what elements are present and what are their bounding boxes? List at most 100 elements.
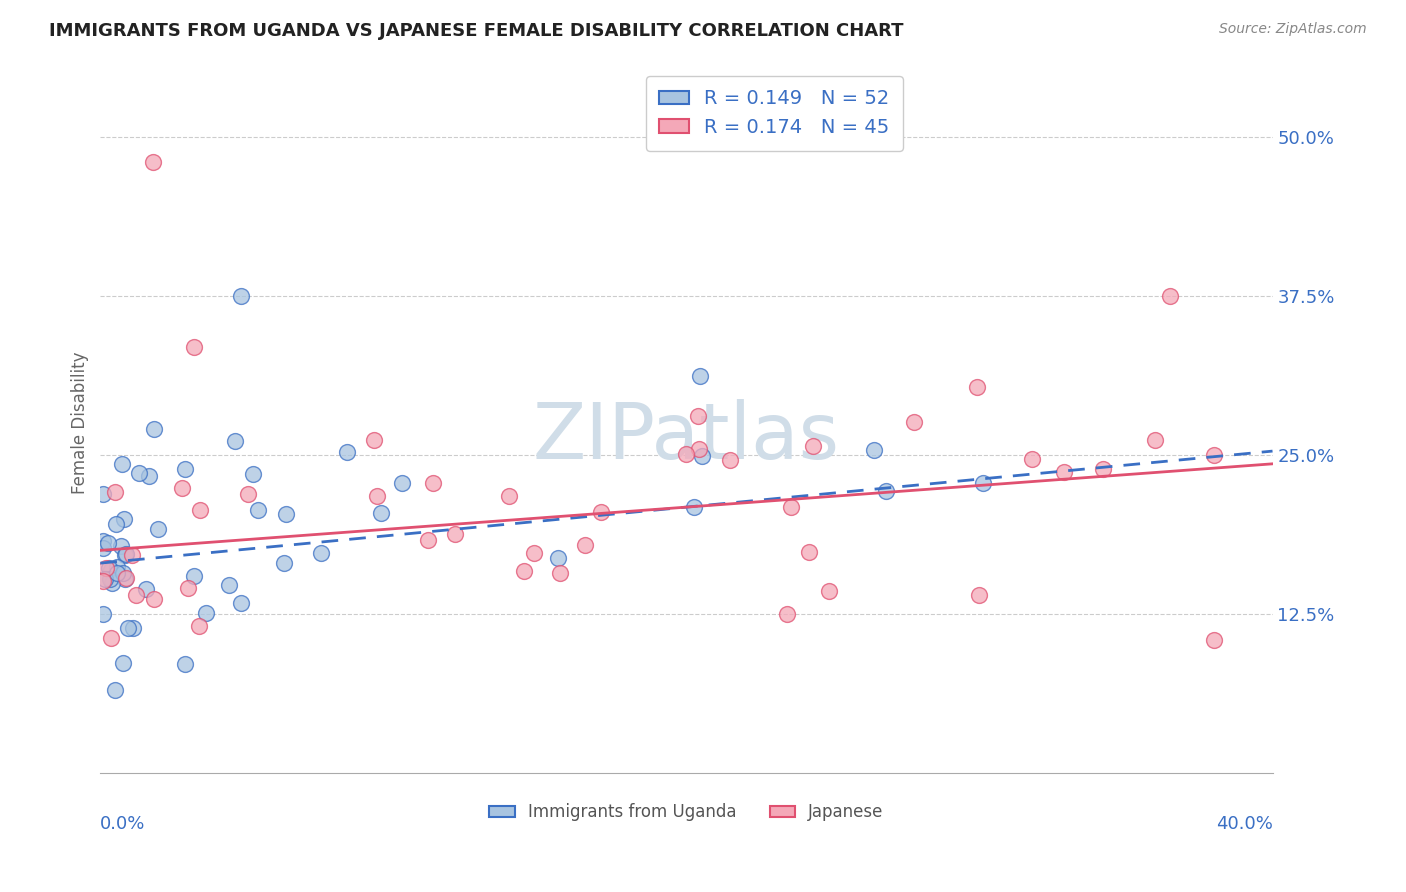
Point <box>513 564 536 578</box>
Point <box>550 566 572 581</box>
Point <box>683 500 706 514</box>
Text: IMMIGRANTS FROM UGANDA VS JAPANESE FEMALE DISABILITY CORRELATION CHART: IMMIGRANTS FROM UGANDA VS JAPANESE FEMAL… <box>49 22 904 40</box>
Point <box>121 548 143 562</box>
Point <box>972 476 994 491</box>
Point <box>121 622 143 636</box>
Point <box>498 489 520 503</box>
Point <box>801 439 824 453</box>
Point <box>862 443 884 458</box>
Y-axis label: Female Disability: Female Disability <box>72 351 89 494</box>
Legend: Immigrants from Uganda, Japanese: Immigrants from Uganda, Japanese <box>482 797 890 828</box>
Point <box>111 566 134 581</box>
Point <box>218 577 240 591</box>
Point <box>138 469 160 483</box>
Point <box>135 582 157 596</box>
Point <box>96 561 118 575</box>
Point <box>112 656 135 670</box>
Point <box>105 517 128 532</box>
Point <box>104 683 127 698</box>
Point <box>236 486 259 500</box>
Point <box>173 657 195 672</box>
Point <box>91 533 114 548</box>
Point <box>146 522 169 536</box>
Text: ZIPatlas: ZIPatlas <box>533 399 839 475</box>
Point <box>91 607 114 621</box>
Point <box>91 574 114 588</box>
Point <box>97 536 120 550</box>
Point <box>1091 461 1114 475</box>
Point <box>100 563 122 577</box>
Point <box>104 485 127 500</box>
Point <box>589 505 612 519</box>
Point <box>363 433 385 447</box>
Point <box>688 409 710 423</box>
Point <box>903 416 925 430</box>
Point <box>273 556 295 570</box>
Point <box>688 442 710 457</box>
Point <box>229 596 252 610</box>
Point <box>1021 452 1043 467</box>
Point <box>336 445 359 459</box>
Point <box>172 481 194 495</box>
Point <box>188 503 211 517</box>
Point <box>818 584 841 599</box>
Point <box>110 539 132 553</box>
Point <box>114 572 136 586</box>
Point <box>1202 449 1225 463</box>
Point <box>366 489 388 503</box>
Point <box>177 582 200 596</box>
Point <box>117 621 139 635</box>
Point <box>422 475 444 490</box>
Point <box>100 632 122 646</box>
Point <box>689 369 711 384</box>
Point <box>574 538 596 552</box>
Point <box>675 447 697 461</box>
Point <box>224 434 246 448</box>
Point <box>114 548 136 562</box>
Point <box>94 572 117 586</box>
Point <box>115 572 138 586</box>
Text: Source: ZipAtlas.com: Source: ZipAtlas.com <box>1219 22 1367 37</box>
Point <box>779 500 801 515</box>
Point <box>183 569 205 583</box>
Point <box>115 548 138 562</box>
Text: 40.0%: 40.0% <box>1216 815 1272 833</box>
Text: 0.0%: 0.0% <box>100 815 146 833</box>
Point <box>966 380 988 394</box>
Point <box>142 155 165 169</box>
Point <box>97 561 120 575</box>
Point <box>418 533 440 547</box>
Point <box>444 527 467 541</box>
Point <box>91 541 114 556</box>
Point <box>776 607 799 622</box>
Point <box>875 484 897 499</box>
Point <box>799 545 821 559</box>
Point <box>309 546 332 560</box>
Point <box>690 449 713 463</box>
Point <box>1144 433 1167 447</box>
Point <box>143 591 166 606</box>
Point <box>110 457 132 471</box>
Point <box>1202 632 1225 647</box>
Point <box>391 476 413 491</box>
Point <box>370 506 392 520</box>
Point <box>1053 465 1076 479</box>
Point <box>1159 289 1181 303</box>
Point <box>247 502 270 516</box>
Point <box>523 546 546 560</box>
Point <box>128 467 150 481</box>
Point <box>112 512 135 526</box>
Point <box>547 551 569 566</box>
Point <box>101 576 124 591</box>
Point <box>105 560 128 574</box>
Point <box>98 573 121 587</box>
Point <box>91 487 114 501</box>
Point <box>142 422 165 436</box>
Point <box>969 588 991 602</box>
Point <box>242 467 264 482</box>
Point <box>173 462 195 476</box>
Point <box>718 453 741 467</box>
Point <box>124 588 146 602</box>
Point <box>183 340 205 354</box>
Point <box>105 566 128 580</box>
